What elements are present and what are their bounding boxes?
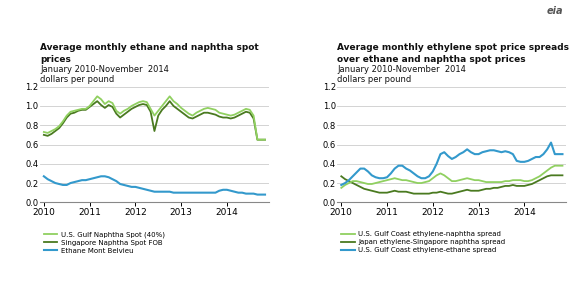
- Text: January 2010-November  2014: January 2010-November 2014: [40, 65, 169, 74]
- Legend: U.S. Gulf Naphtha Spot (40%), Singapore Naphtha Spot FOB, Ethane Mont Belvieu: U.S. Gulf Naphtha Spot (40%), Singapore …: [43, 231, 165, 254]
- Text: dollars per pound: dollars per pound: [40, 75, 114, 84]
- Text: eia: eia: [547, 6, 563, 16]
- Text: over ethane and naphtha spot prices: over ethane and naphtha spot prices: [337, 55, 526, 64]
- Text: Average monthly ethylene spot price spreads: Average monthly ethylene spot price spre…: [337, 43, 570, 52]
- Legend: U.S. Gulf Coast ethylene-naphtha spread, Japan ethylene-Singapore naphtha spread: U.S. Gulf Coast ethylene-naphtha spread,…: [341, 231, 506, 253]
- Text: January 2010-November  2014: January 2010-November 2014: [337, 65, 466, 74]
- Text: dollars per pound: dollars per pound: [337, 75, 412, 84]
- Text: prices: prices: [40, 55, 71, 64]
- Text: Average monthly ethane and naphtha spot: Average monthly ethane and naphtha spot: [40, 43, 259, 52]
